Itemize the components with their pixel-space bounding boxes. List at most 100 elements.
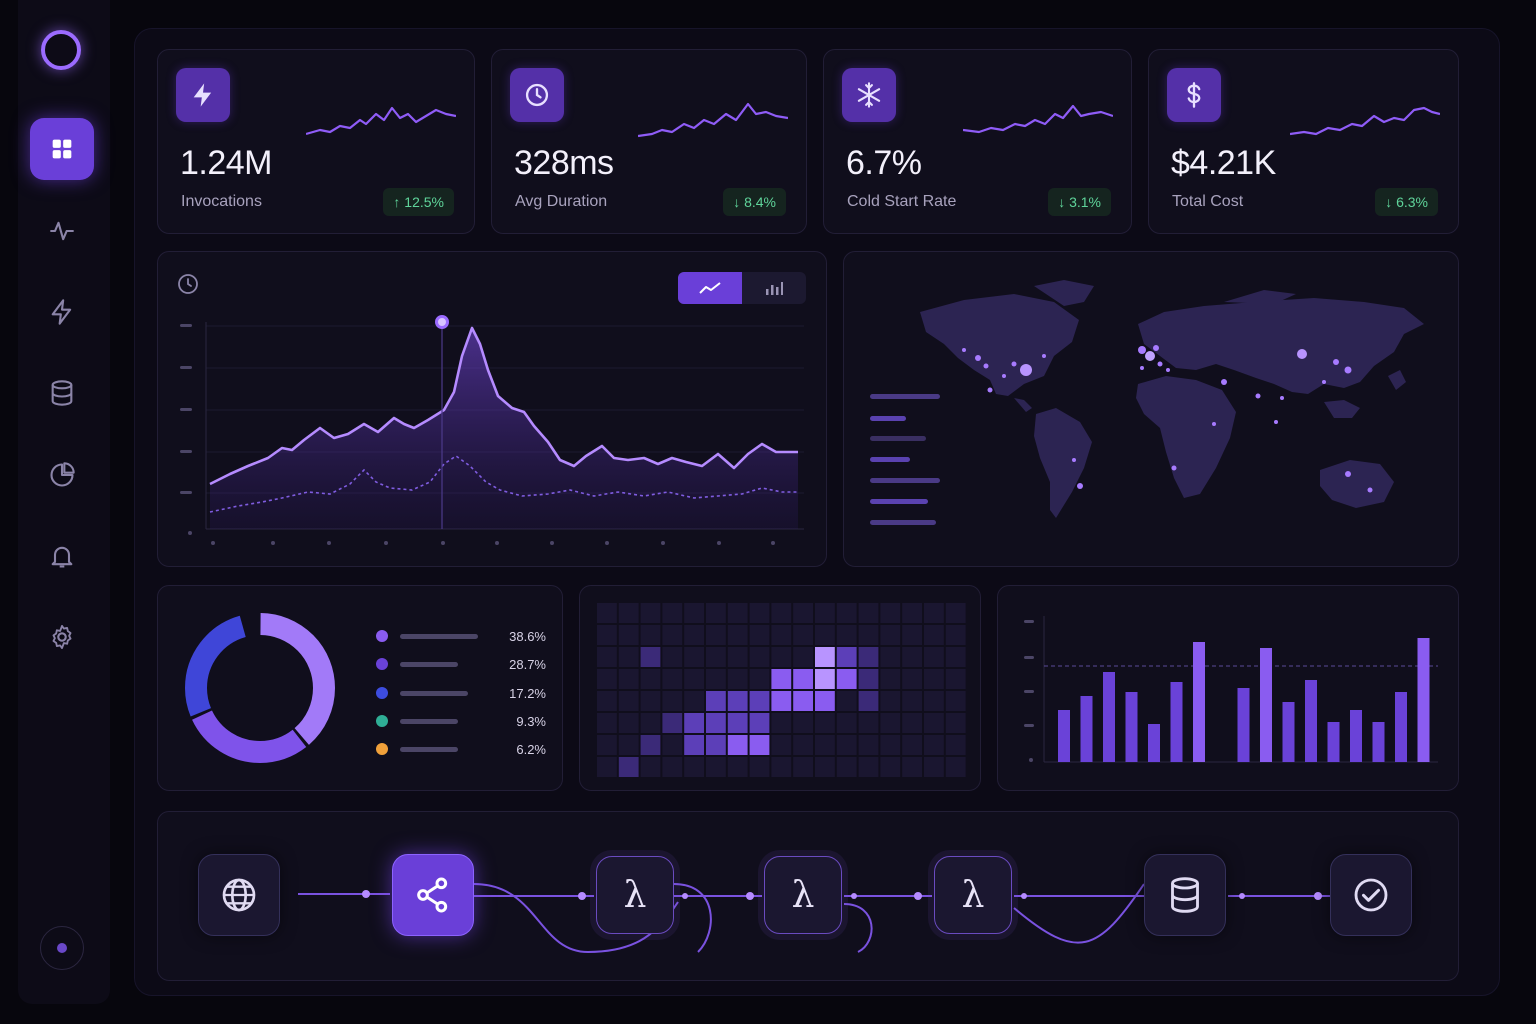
check-circle-icon [1354,878,1388,912]
kpi-card-cold-start[interactable]: 6.7% Cold Start Rate ↓ 3.1% [823,49,1132,234]
legend-dot [376,630,388,642]
kpi-delta-badge: ↓ 8.4% [723,188,786,216]
legend-item[interactable]: 9.3% [376,711,546,731]
pie-chart-icon [50,462,75,487]
donut-segment [185,613,335,763]
legend-value: 28.7% [509,656,546,672]
heatmap-cell [706,669,726,689]
pipeline-node-gateway[interactable] [198,854,280,936]
legend-bar [870,436,926,441]
kpi-card-cost[interactable]: $4.21K Total Cost ↓ 6.3% [1148,49,1459,234]
dollar-icon [1187,82,1201,108]
breakdown-card: 38.6% 28.7% 17.2% 9.3% 6.2% [157,585,563,791]
heatmap-cell [880,625,901,645]
heatmap-cell [793,713,813,733]
heatmap-cell [749,647,770,667]
bar-chart-toggle[interactable] [742,272,806,304]
heatmap-cell [662,735,683,755]
invocations-area [210,328,798,529]
nav-activity[interactable] [30,200,94,262]
pipeline-node-lambda-3[interactable]: λ [934,856,1012,934]
heatmap-cell [902,669,922,689]
pipeline-connectors [298,883,1330,954]
heatmap-cell [662,647,683,667]
sparkline [1290,106,1440,136]
status-indicator[interactable] [40,926,84,970]
heatmap-cell [706,713,726,733]
nav-analytics[interactable] [30,444,94,506]
heatmap-cell [858,669,879,689]
heatmap-cell [858,691,879,711]
nav-alerts[interactable] [30,525,94,587]
bar [1237,688,1250,762]
gear-icon [52,624,72,650]
heatmap-cell [662,713,683,733]
clock-icon [525,83,549,107]
kpi-label: Cold Start Rate [847,193,957,210]
heatmap-cell [924,625,944,645]
sparkline [963,104,1113,134]
bar [1125,692,1138,762]
kpi-icon-box [510,68,564,122]
heatmap-cell [924,757,944,777]
nav-dashboard[interactable] [30,118,94,180]
bell-icon [51,546,73,568]
heatmap-cell [640,625,661,645]
lightning-icon [51,299,72,325]
donut-chart[interactable] [182,610,338,766]
line-chart-toggle[interactable] [678,272,742,304]
heatmap-cell [640,603,661,623]
bar [1372,722,1385,762]
dashboard-icon [52,139,72,159]
heatmap-cell [793,735,813,755]
lambda-icon: λ [623,874,647,916]
peak-marker[interactable] [435,315,449,329]
heatmap-cell [858,647,879,667]
heatmap-cell [924,713,944,733]
heatmap-cell [815,691,835,711]
pipeline-node-router[interactable] [392,854,474,936]
pipeline-node-lambda-2[interactable]: λ [764,856,842,934]
heatmap-cell [771,647,792,667]
heatmap-cell [836,647,857,667]
pipeline-node-database[interactable] [1144,854,1226,936]
legend-item[interactable]: 28.7% [376,654,546,674]
legend-dot [376,715,388,727]
heatmap-cell [640,757,661,777]
legend-bar [870,478,940,483]
pipeline-node-complete[interactable] [1330,854,1412,936]
heatmap-cell [597,713,617,733]
heatmap-cell [597,603,617,623]
legend-item[interactable]: 38.6% [376,626,546,646]
line-chart-icon [699,282,721,294]
legend-item[interactable]: 6.2% [376,739,546,759]
heatmap-cell [684,625,704,645]
kpi-card-invocations[interactable]: 1.24M Invocations ↑ 12.5% [157,49,475,234]
heatmap-cell [902,691,922,711]
nav-settings[interactable] [30,606,94,668]
heatmap-grid[interactable] [596,602,966,778]
kpi-label: Total Cost [1172,193,1244,210]
bar [1193,642,1205,762]
donut-hole [208,636,312,740]
pipeline-node-lambda-1[interactable]: λ [596,856,674,934]
kpi-value: 1.24M [180,144,273,182]
heatmap-cell [640,647,661,667]
timeseries-card [157,251,827,567]
legend-item[interactable]: 17.2% [376,683,546,703]
heatmap-cell [597,735,617,755]
nav-database[interactable] [30,362,94,424]
heatmap-cell [618,625,639,645]
nav-functions[interactable] [30,281,94,343]
bar [1417,638,1430,762]
kpi-value: 6.7% [846,144,922,182]
bar [1282,702,1295,762]
kpi-card-duration[interactable]: 328ms Avg Duration ↓ 8.4% [491,49,807,234]
heatmap-cell [706,647,726,667]
heatmap-cell [880,713,901,733]
heatmap-cell [815,625,835,645]
region-hotspots[interactable] [962,345,1373,493]
bar [1327,722,1340,762]
heatmap-cell [924,691,944,711]
heatmap-cell [945,735,966,755]
